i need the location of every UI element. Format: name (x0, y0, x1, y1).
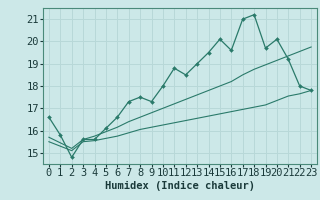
X-axis label: Humidex (Indice chaleur): Humidex (Indice chaleur) (105, 181, 255, 191)
